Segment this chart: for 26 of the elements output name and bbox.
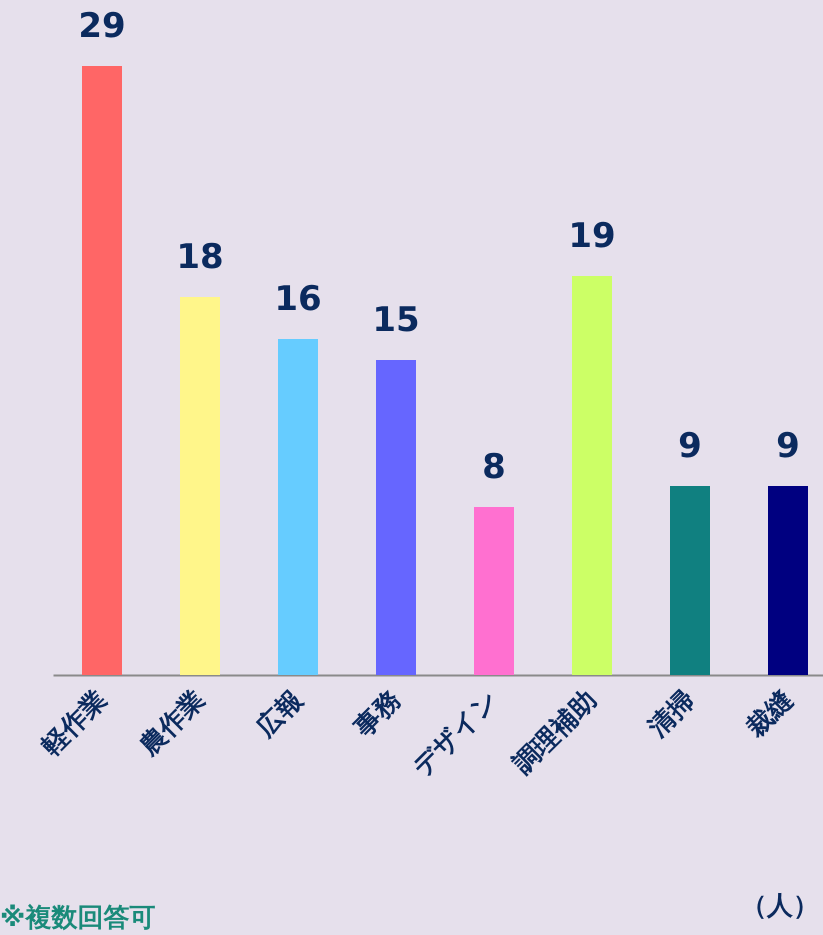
data-label: 8 [482, 447, 506, 487]
bar [278, 339, 318, 675]
data-label: 29 [78, 6, 126, 46]
data-label: 9 [678, 426, 702, 466]
x-tick-label: デザイン [407, 684, 505, 782]
data-label: 9 [776, 426, 800, 466]
bar [82, 66, 122, 675]
x-tick-label: 事務 [348, 684, 407, 744]
text: （人） [741, 890, 819, 923]
bar [670, 486, 710, 675]
x-tick-label: 清掃 [642, 684, 701, 744]
data-label: 18 [176, 237, 224, 277]
x-tick-label: 調理補助 [508, 684, 603, 780]
x-tick-label: 農作業 [134, 684, 211, 762]
bar [180, 297, 220, 675]
x-tick-label: 広報 [250, 684, 309, 744]
text: ※複数回答可 [0, 902, 156, 935]
x-tick-label: 裁縫 [740, 684, 799, 744]
data-label: 15 [372, 300, 420, 340]
bar [474, 507, 514, 675]
data-label: 16 [274, 279, 322, 319]
bar [572, 276, 612, 675]
data-label: 19 [568, 216, 616, 256]
bar [376, 360, 416, 675]
bar [768, 486, 808, 675]
x-tick-label: 軽作業 [36, 684, 113, 762]
